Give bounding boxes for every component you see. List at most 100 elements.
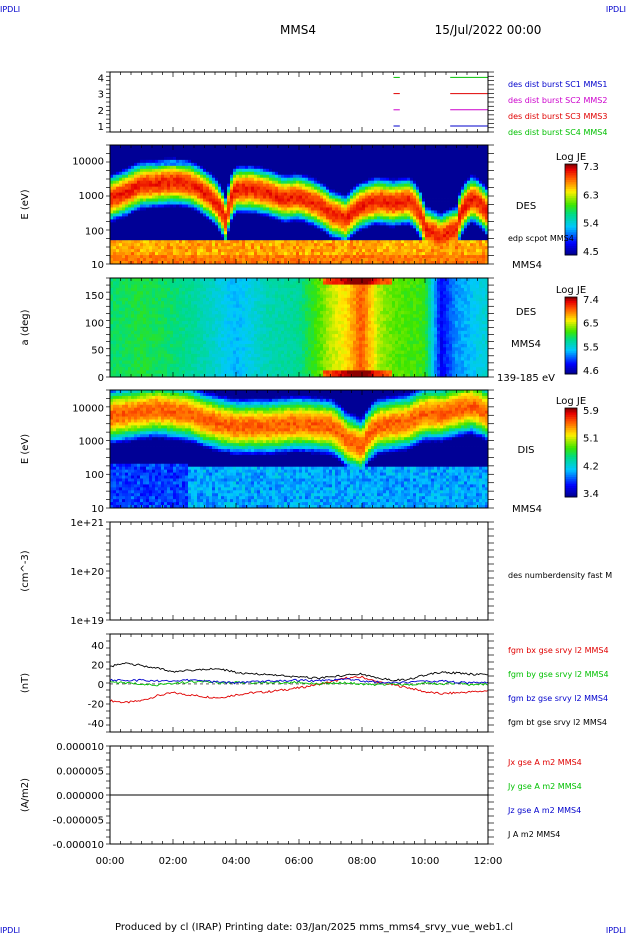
spectrogram-cell — [308, 189, 312, 194]
spectrogram-cell — [248, 243, 252, 247]
spectrogram-cell — [203, 171, 207, 176]
spectrogram-cell — [221, 174, 225, 179]
spectrogram-cell — [125, 192, 129, 196]
spectrogram-cell — [431, 231, 435, 235]
spectrogram-cell — [386, 156, 390, 161]
spectrogram-cell — [158, 201, 162, 205]
spectrogram-cell — [203, 234, 207, 238]
spectrogram-cell — [320, 240, 324, 244]
spectrogram-cell — [311, 204, 315, 208]
spectrogram-cell — [383, 228, 387, 232]
spectrogram-cell — [125, 252, 129, 256]
spectrogram-cell — [263, 165, 267, 170]
spectrogram-cell — [443, 195, 447, 199]
spectrogram-cell — [197, 219, 201, 223]
spectrogram-cell — [209, 219, 213, 223]
spectrogram-cell — [272, 258, 276, 262]
spectrogram-cell — [218, 162, 222, 167]
spectrogram-cell — [185, 145, 189, 149]
spectrogram-cell — [227, 261, 231, 265]
spectrogram-cell — [383, 168, 387, 173]
spectrogram-cell — [254, 204, 258, 208]
spectrogram-cell — [206, 255, 210, 259]
spectrogram-cell — [227, 216, 231, 220]
spectrogram-cell — [398, 243, 402, 247]
spectrogram-cell — [212, 153, 216, 158]
spectrogram-cell — [257, 225, 261, 229]
spectrogram-cell — [401, 225, 405, 229]
spectrogram-cell — [356, 192, 360, 196]
spectrogram-cell — [356, 171, 360, 176]
spectrogram-cell — [242, 195, 246, 199]
spectrogram-cell — [326, 258, 330, 262]
spectrogram-cell — [167, 204, 171, 208]
spectrogram-cell — [215, 153, 219, 158]
spectrogram-cell — [404, 192, 408, 196]
spectrogram-cell — [164, 216, 168, 220]
spectrogram-cell — [413, 156, 417, 161]
spectrogram-cell — [401, 162, 405, 167]
spectrogram-cell — [134, 174, 138, 179]
spectrogram-cell — [149, 186, 153, 191]
spectrogram-cell — [338, 222, 342, 226]
spectrogram-cell — [329, 222, 333, 226]
spectrogram-cell — [299, 186, 303, 191]
spectrogram-cell — [356, 261, 360, 265]
spectrogram-cell — [359, 174, 363, 179]
spectrogram-cell — [185, 246, 189, 250]
spectrogram-cell — [419, 261, 423, 265]
spectrogram-cell — [137, 183, 141, 188]
spectrogram-cell — [428, 240, 432, 244]
spectrogram-cell — [473, 255, 477, 259]
spectrogram-cell — [344, 204, 348, 208]
spectrogram-cell — [170, 153, 174, 158]
spectrogram-cell — [251, 240, 255, 244]
spectrogram-cell — [359, 261, 363, 265]
spectrogram-cell — [470, 249, 474, 253]
spectrogram-cell — [476, 207, 480, 211]
spectrogram-cell — [305, 225, 309, 229]
spectrogram-cell — [251, 195, 255, 199]
spectrogram-cell — [299, 150, 303, 155]
spectrogram-cell — [299, 180, 303, 185]
spectrogram-cell — [275, 252, 279, 256]
spectrogram-cell — [119, 171, 123, 176]
spectrogram-cell — [221, 192, 225, 196]
spectrogram-cell — [302, 192, 306, 196]
spectrogram-cell — [254, 183, 258, 188]
spectrogram-cell — [215, 216, 219, 220]
spectrogram-cell — [326, 162, 330, 167]
spectrogram-cell — [467, 165, 471, 170]
spectrogram-cell — [380, 183, 384, 188]
spectrogram-cell — [434, 183, 438, 188]
spectrogram-cell — [422, 145, 426, 149]
spectrogram-cell — [302, 168, 306, 173]
spectrogram-cell — [461, 216, 465, 220]
spectrogram-cell — [188, 168, 192, 173]
spectrogram-cell — [173, 246, 177, 250]
spectrogram-cell — [470, 183, 474, 188]
spectrogram-cell — [404, 150, 408, 155]
spectrogram-cell — [263, 249, 267, 253]
spectrogram-cell — [353, 252, 357, 256]
spectrogram-cell — [443, 210, 447, 214]
spectrogram-cell — [335, 189, 339, 194]
spectrogram-cell — [371, 150, 375, 155]
spectrogram-cell — [248, 201, 252, 205]
spectrogram-cell — [125, 228, 129, 232]
spectrogram-cell — [362, 145, 366, 149]
spectrogram-cell — [254, 192, 258, 196]
spectrogram-cell — [386, 249, 390, 253]
spectrogram-cell — [260, 246, 264, 250]
spectrogram-cell — [464, 234, 468, 238]
spectrogram-cell — [257, 174, 261, 179]
spectrogram-cell — [167, 222, 171, 226]
spectrogram-cell — [416, 204, 420, 208]
spectrogram-cell — [395, 156, 399, 161]
spectrogram-cell — [413, 237, 417, 241]
spectrogram-cell — [113, 186, 117, 191]
spectrogram-cell — [326, 159, 330, 164]
spectrogram-cell — [269, 246, 273, 250]
spectrogram-cell — [131, 201, 135, 205]
spectrogram-cell — [479, 207, 483, 211]
